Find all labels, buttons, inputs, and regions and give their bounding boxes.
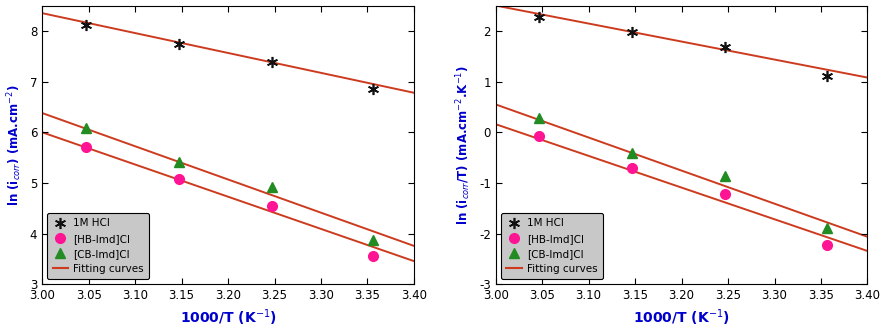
- Legend: 1M HCl, [HB-Imd]Cl, [CB-Imd]Cl, Fitting curves: 1M HCl, [HB-Imd]Cl, [CB-Imd]Cl, Fitting …: [47, 213, 149, 279]
- X-axis label: 1000/T (K$^{-1}$): 1000/T (K$^{-1}$): [633, 308, 730, 328]
- Y-axis label: ln (i$_{corr}$) (mA.cm$^{-2}$): ln (i$_{corr}$) (mA.cm$^{-2}$): [5, 84, 24, 206]
- Y-axis label: ln (i$_{corr}$/T) (mA.cm$^{-2}$.K$^{-1}$): ln (i$_{corr}$/T) (mA.cm$^{-2}$.K$^{-1}$…: [455, 65, 473, 225]
- X-axis label: 1000/T (K$^{-1}$): 1000/T (K$^{-1}$): [180, 308, 276, 328]
- Legend: 1M HCl, [HB-Imd]Cl, [CB-Imd]Cl, Fitting curves: 1M HCl, [HB-Imd]Cl, [CB-Imd]Cl, Fitting …: [501, 213, 602, 279]
